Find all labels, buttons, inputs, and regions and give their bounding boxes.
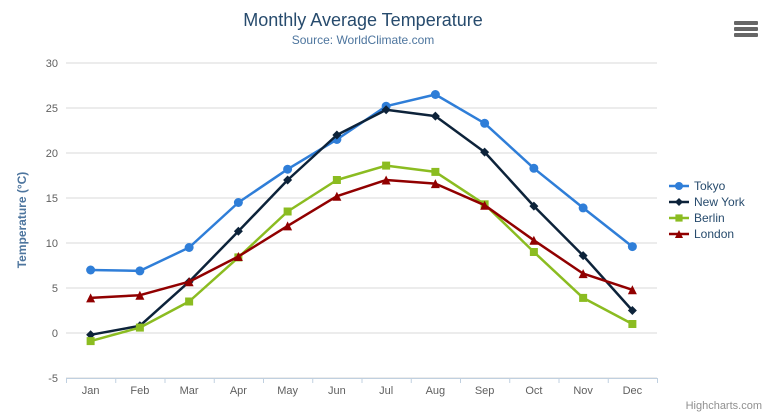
series-marker-triangle	[627, 285, 637, 295]
series-marker-triangle	[283, 221, 293, 231]
x-axis-tick-label: Mar	[180, 385, 199, 397]
series-marker-triangle	[674, 229, 684, 239]
series-marker-square	[382, 161, 391, 170]
series-marker-diamond	[233, 226, 243, 236]
series-marker-square	[86, 337, 95, 346]
series-marker-triangle	[233, 252, 243, 261]
series-marker-diamond	[283, 175, 293, 185]
series-marker-square	[185, 297, 194, 306]
y-axis-tick-label: -5	[48, 373, 58, 385]
x-axis-tick-label: Jul	[379, 385, 393, 397]
y-axis-tick-label: 0	[52, 328, 58, 340]
legend: Tokyo New York Berlin London	[669, 178, 745, 242]
legend-symbol-square	[669, 214, 689, 222]
export-menu-button[interactable]	[732, 19, 760, 41]
x-axis-tick-label: Nov	[573, 385, 593, 397]
series-marker-diamond	[430, 111, 440, 121]
legend-item-label: Berlin	[694, 211, 725, 225]
series-marker-diamond	[529, 201, 539, 211]
series-marker-triangle	[381, 175, 391, 185]
series-marker-diamond	[674, 197, 684, 207]
series-marker-circle	[578, 203, 588, 213]
legend-item-label: Tokyo	[694, 179, 726, 193]
y-axis-title: Temperature (°C)	[15, 171, 29, 269]
series-line-new-york	[89, 108, 634, 337]
legend-item-london[interactable]: London	[669, 226, 745, 242]
series-marker-circle	[480, 118, 490, 128]
hamburger-icon	[734, 27, 758, 31]
series-marker-diamond	[332, 130, 342, 140]
y-axis-tick-label: 25	[46, 103, 58, 115]
series-line-tokyo	[89, 93, 634, 273]
credits-link[interactable]: Highcharts.com	[685, 400, 762, 412]
series-marker-square	[579, 293, 588, 302]
series-marker-circle	[233, 198, 243, 207]
legend-item-label: New York	[694, 195, 745, 209]
series-marker-triangle	[135, 290, 145, 300]
chart-title: Monthly Average Temperature	[243, 10, 483, 30]
series-marker-triangle	[578, 269, 588, 279]
series-marker-circle	[184, 243, 194, 252]
y-axis-tick-label: 10	[46, 238, 58, 250]
series-marker-diamond	[578, 251, 588, 261]
series-marker-triangle	[332, 191, 342, 201]
series-marker-square	[628, 320, 637, 328]
series-marker-diamond	[381, 105, 391, 115]
x-axis-tick-label: Jan	[82, 385, 100, 397]
series-line-london	[89, 178, 634, 300]
hamburger-icon	[734, 21, 758, 25]
legend-item-berlin[interactable]: Berlin	[669, 210, 745, 226]
y-axis-tick-label: 30	[46, 58, 58, 70]
series-marker-diamond	[627, 306, 637, 315]
legend-symbol-diamond	[669, 197, 689, 207]
series-marker-triangle	[480, 200, 490, 210]
x-axis-tick-label: Apr	[230, 385, 247, 397]
series-marker-circle	[86, 265, 96, 275]
legend-item-new-york[interactable]: New York	[669, 194, 745, 210]
chart-subtitle: Source: WorldClimate.com	[291, 33, 435, 47]
series-marker-circle	[283, 164, 293, 174]
series-marker-square	[675, 214, 683, 222]
series-marker-circle	[135, 266, 145, 276]
series-marker-diamond	[480, 147, 490, 157]
x-axis-tick-label: Jun	[328, 385, 346, 397]
series-marker-square	[283, 207, 292, 216]
hamburger-icon	[734, 33, 758, 37]
x-axis-tick-label: Dec	[623, 385, 643, 397]
series-marker-square	[135, 323, 144, 332]
legend-symbol-circle	[669, 181, 689, 191]
y-axis-tick-label: 15	[46, 193, 58, 205]
x-axis-tick-label: Aug	[426, 385, 446, 397]
legend-symbol-triangle	[669, 229, 689, 239]
series-marker-circle	[430, 90, 440, 99]
series-marker-triangle	[529, 235, 539, 245]
x-axis-tick-label: May	[277, 385, 298, 397]
series-marker-triangle	[184, 277, 194, 287]
legend-item-tokyo[interactable]: Tokyo	[669, 178, 745, 194]
legend-item-label: London	[694, 227, 735, 241]
series-marker-circle	[674, 181, 684, 191]
series-marker-triangle	[430, 179, 440, 189]
x-axis-tick-label: Oct	[525, 385, 542, 397]
series-marker-circle	[627, 242, 637, 252]
series-marker-square	[332, 176, 341, 184]
series-marker-square	[529, 248, 538, 256]
x-axis-tick-label: Feb	[130, 385, 149, 397]
series-marker-triangle	[86, 293, 96, 303]
y-axis-tick-label: 5	[52, 283, 58, 295]
series-marker-circle	[529, 163, 539, 173]
y-axis-tick-label: 20	[46, 148, 58, 160]
series-line-berlin	[89, 164, 634, 343]
series-marker-diamond	[86, 330, 96, 340]
series-marker-square	[431, 167, 440, 176]
x-axis-tick-label: Sep	[475, 385, 495, 397]
